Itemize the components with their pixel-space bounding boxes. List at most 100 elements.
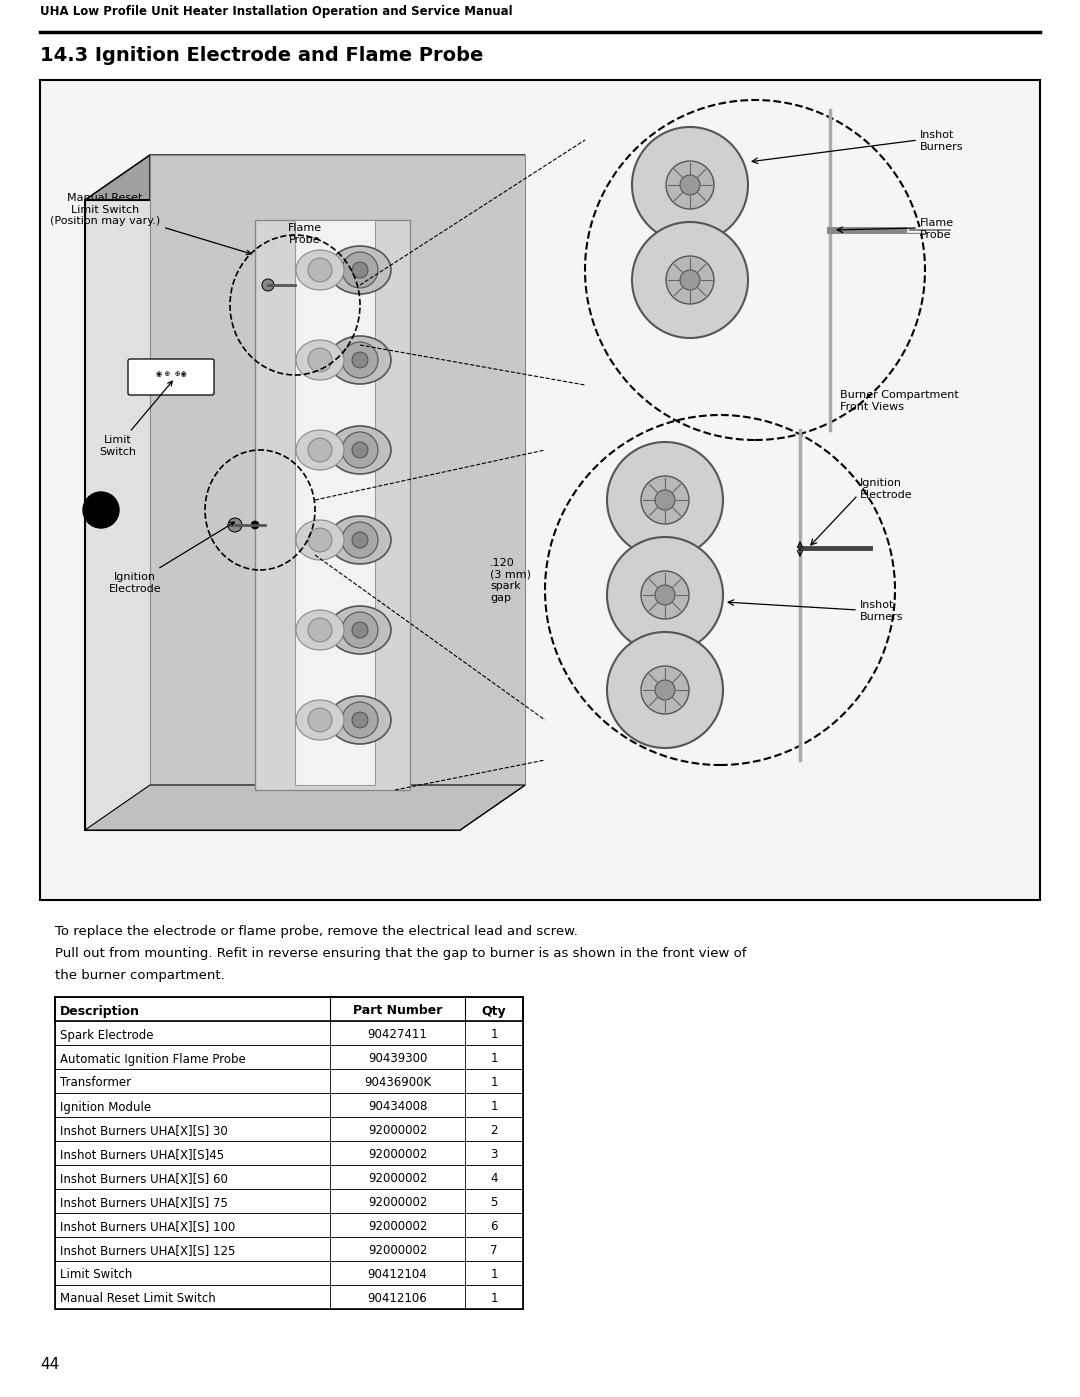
Circle shape: [308, 348, 332, 372]
Circle shape: [666, 161, 714, 210]
Text: 4: 4: [490, 1172, 498, 1186]
Text: Inshot Burners UHA[X][S] 30: Inshot Burners UHA[X][S] 30: [60, 1125, 228, 1137]
Text: Inshot Burners UHA[X][S] 100: Inshot Burners UHA[X][S] 100: [60, 1221, 235, 1234]
Ellipse shape: [329, 426, 391, 474]
Text: 1: 1: [490, 1052, 498, 1066]
Circle shape: [607, 536, 723, 652]
Circle shape: [352, 622, 368, 638]
Text: Burner Compartment
Front Views: Burner Compartment Front Views: [840, 390, 959, 412]
Circle shape: [642, 666, 689, 714]
Bar: [55, 997, 523, 1021]
Bar: [55, 1021, 523, 1045]
Bar: [55, 997, 523, 1309]
Circle shape: [654, 680, 675, 700]
Circle shape: [308, 258, 332, 282]
Text: Flame
Probe: Flame Probe: [920, 218, 954, 240]
Circle shape: [642, 476, 689, 524]
Circle shape: [342, 342, 378, 379]
Text: Ignition
Electrode: Ignition Electrode: [109, 522, 234, 594]
Circle shape: [308, 617, 332, 643]
Circle shape: [342, 432, 378, 468]
Circle shape: [666, 256, 714, 305]
Text: Inshot
Burners: Inshot Burners: [860, 599, 904, 622]
Polygon shape: [85, 155, 150, 830]
Text: 92000002: 92000002: [368, 1245, 428, 1257]
Polygon shape: [85, 785, 525, 830]
Circle shape: [308, 439, 332, 462]
Ellipse shape: [296, 339, 345, 380]
Text: Flame
Probe: Flame Probe: [288, 224, 322, 244]
Circle shape: [632, 222, 748, 338]
Circle shape: [308, 708, 332, 732]
Circle shape: [680, 175, 700, 196]
Ellipse shape: [329, 515, 391, 564]
Circle shape: [607, 631, 723, 747]
Bar: [55, 1236, 523, 1261]
Ellipse shape: [296, 520, 345, 560]
Text: 90412104: 90412104: [367, 1268, 428, 1281]
Circle shape: [251, 521, 259, 529]
Text: 3: 3: [490, 1148, 498, 1161]
Text: Ignition Module: Ignition Module: [60, 1101, 151, 1113]
Ellipse shape: [296, 430, 345, 469]
Circle shape: [352, 352, 368, 367]
Text: 2: 2: [490, 1125, 498, 1137]
Circle shape: [262, 279, 274, 291]
Circle shape: [642, 571, 689, 619]
Ellipse shape: [296, 250, 345, 291]
Circle shape: [654, 490, 675, 510]
Bar: [55, 1045, 523, 1069]
Circle shape: [352, 712, 368, 728]
Text: 92000002: 92000002: [368, 1125, 428, 1137]
Text: Spark Electrode: Spark Electrode: [60, 1028, 153, 1042]
Bar: [55, 1118, 523, 1141]
Circle shape: [83, 492, 119, 528]
Bar: [55, 1285, 523, 1309]
Circle shape: [352, 263, 368, 278]
Text: 7: 7: [490, 1245, 498, 1257]
Circle shape: [352, 441, 368, 458]
Text: 90439300: 90439300: [368, 1052, 428, 1066]
Circle shape: [680, 270, 700, 291]
Text: 92000002: 92000002: [368, 1221, 428, 1234]
Ellipse shape: [329, 337, 391, 384]
Ellipse shape: [296, 610, 345, 650]
Bar: [40, 80, 1040, 900]
Text: 5: 5: [490, 1196, 498, 1210]
Circle shape: [228, 518, 242, 532]
Bar: [55, 1213, 523, 1236]
Text: Limit Switch: Limit Switch: [60, 1268, 132, 1281]
Text: UHA Low Profile Unit Heater Installation Operation and Service Manual: UHA Low Profile Unit Heater Installation…: [40, 6, 513, 18]
Bar: [55, 1261, 523, 1285]
Text: 92000002: 92000002: [368, 1148, 428, 1161]
Text: Part Number: Part Number: [353, 1004, 442, 1017]
Bar: [295, 219, 375, 785]
Text: Manual Reset
Limit Switch
(Position may vary.): Manual Reset Limit Switch (Position may …: [50, 193, 251, 254]
Text: .120
(3 mm)
spark
gap: .120 (3 mm) spark gap: [490, 557, 531, 602]
Text: 1: 1: [490, 1101, 498, 1113]
Ellipse shape: [329, 696, 391, 745]
Text: ◉ ⊕  ⊕◉: ◉ ⊕ ⊕◉: [156, 372, 187, 377]
Ellipse shape: [329, 246, 391, 293]
Text: 90427411: 90427411: [367, 1028, 428, 1042]
Text: 92000002: 92000002: [368, 1172, 428, 1186]
Text: Inshot Burners UHA[X][S] 60: Inshot Burners UHA[X][S] 60: [60, 1172, 228, 1186]
Text: 90412106: 90412106: [367, 1292, 428, 1306]
Bar: [55, 1092, 523, 1118]
Text: 92000002: 92000002: [368, 1196, 428, 1210]
Circle shape: [607, 441, 723, 557]
Text: 6: 6: [490, 1221, 498, 1234]
Ellipse shape: [296, 700, 345, 740]
Polygon shape: [460, 155, 525, 830]
Circle shape: [654, 585, 675, 605]
Circle shape: [342, 251, 378, 288]
Circle shape: [342, 522, 378, 557]
Text: Manual Reset Limit Switch: Manual Reset Limit Switch: [60, 1292, 216, 1306]
Text: Description: Description: [60, 1004, 140, 1017]
Text: 90436900K: 90436900K: [364, 1077, 431, 1090]
Text: Limit
Switch: Limit Switch: [99, 381, 173, 457]
Text: the burner compartment.: the burner compartment.: [55, 970, 225, 982]
Text: Pull out from mounting. Refit in reverse ensuring that the gap to burner is as s: Pull out from mounting. Refit in reverse…: [55, 947, 746, 960]
Text: 44: 44: [40, 1356, 59, 1372]
Bar: [55, 1069, 523, 1092]
